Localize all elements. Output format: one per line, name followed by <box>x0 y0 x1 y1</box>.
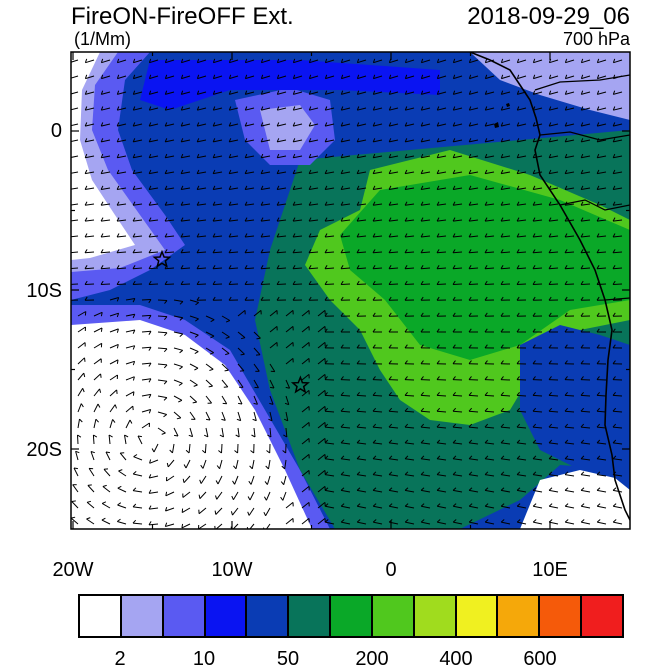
colorbar-box-3 <box>206 596 248 636</box>
colorbar-box-0 <box>80 596 122 636</box>
lon-label-0: 0 <box>385 559 396 582</box>
colorbar-box-7 <box>373 596 415 636</box>
colorbar <box>78 594 624 638</box>
colorbar-box-1 <box>122 596 164 636</box>
lon-label-10e: 10E <box>532 559 568 582</box>
colorbar-label-2: 2 <box>114 648 125 671</box>
colorbar-label-10: 10 <box>193 648 215 671</box>
lat-label-10s: 10S <box>0 280 62 303</box>
colorbar-box-6 <box>331 596 373 636</box>
colorbar-box-10 <box>498 596 540 636</box>
lat-label-20s: 20S <box>0 439 62 462</box>
colorbar-box-2 <box>164 596 206 636</box>
colorbar-box-11 <box>540 596 582 636</box>
colorbar-box-4 <box>247 596 289 636</box>
colorbar-box-12 <box>582 596 622 636</box>
colorbar-label-600: 600 <box>523 648 556 671</box>
colorbar-label-50: 50 <box>277 648 299 671</box>
colorbar-box-8 <box>415 596 457 636</box>
lon-label-20w: 20W <box>52 559 93 582</box>
colorbar-label-200: 200 <box>355 648 388 671</box>
colorbar-box-5 <box>289 596 331 636</box>
lat-label-0: 0 <box>0 120 62 143</box>
lon-label-10w: 10W <box>211 559 252 582</box>
colorbar-label-400: 400 <box>439 648 472 671</box>
colorbar-box-9 <box>457 596 499 636</box>
